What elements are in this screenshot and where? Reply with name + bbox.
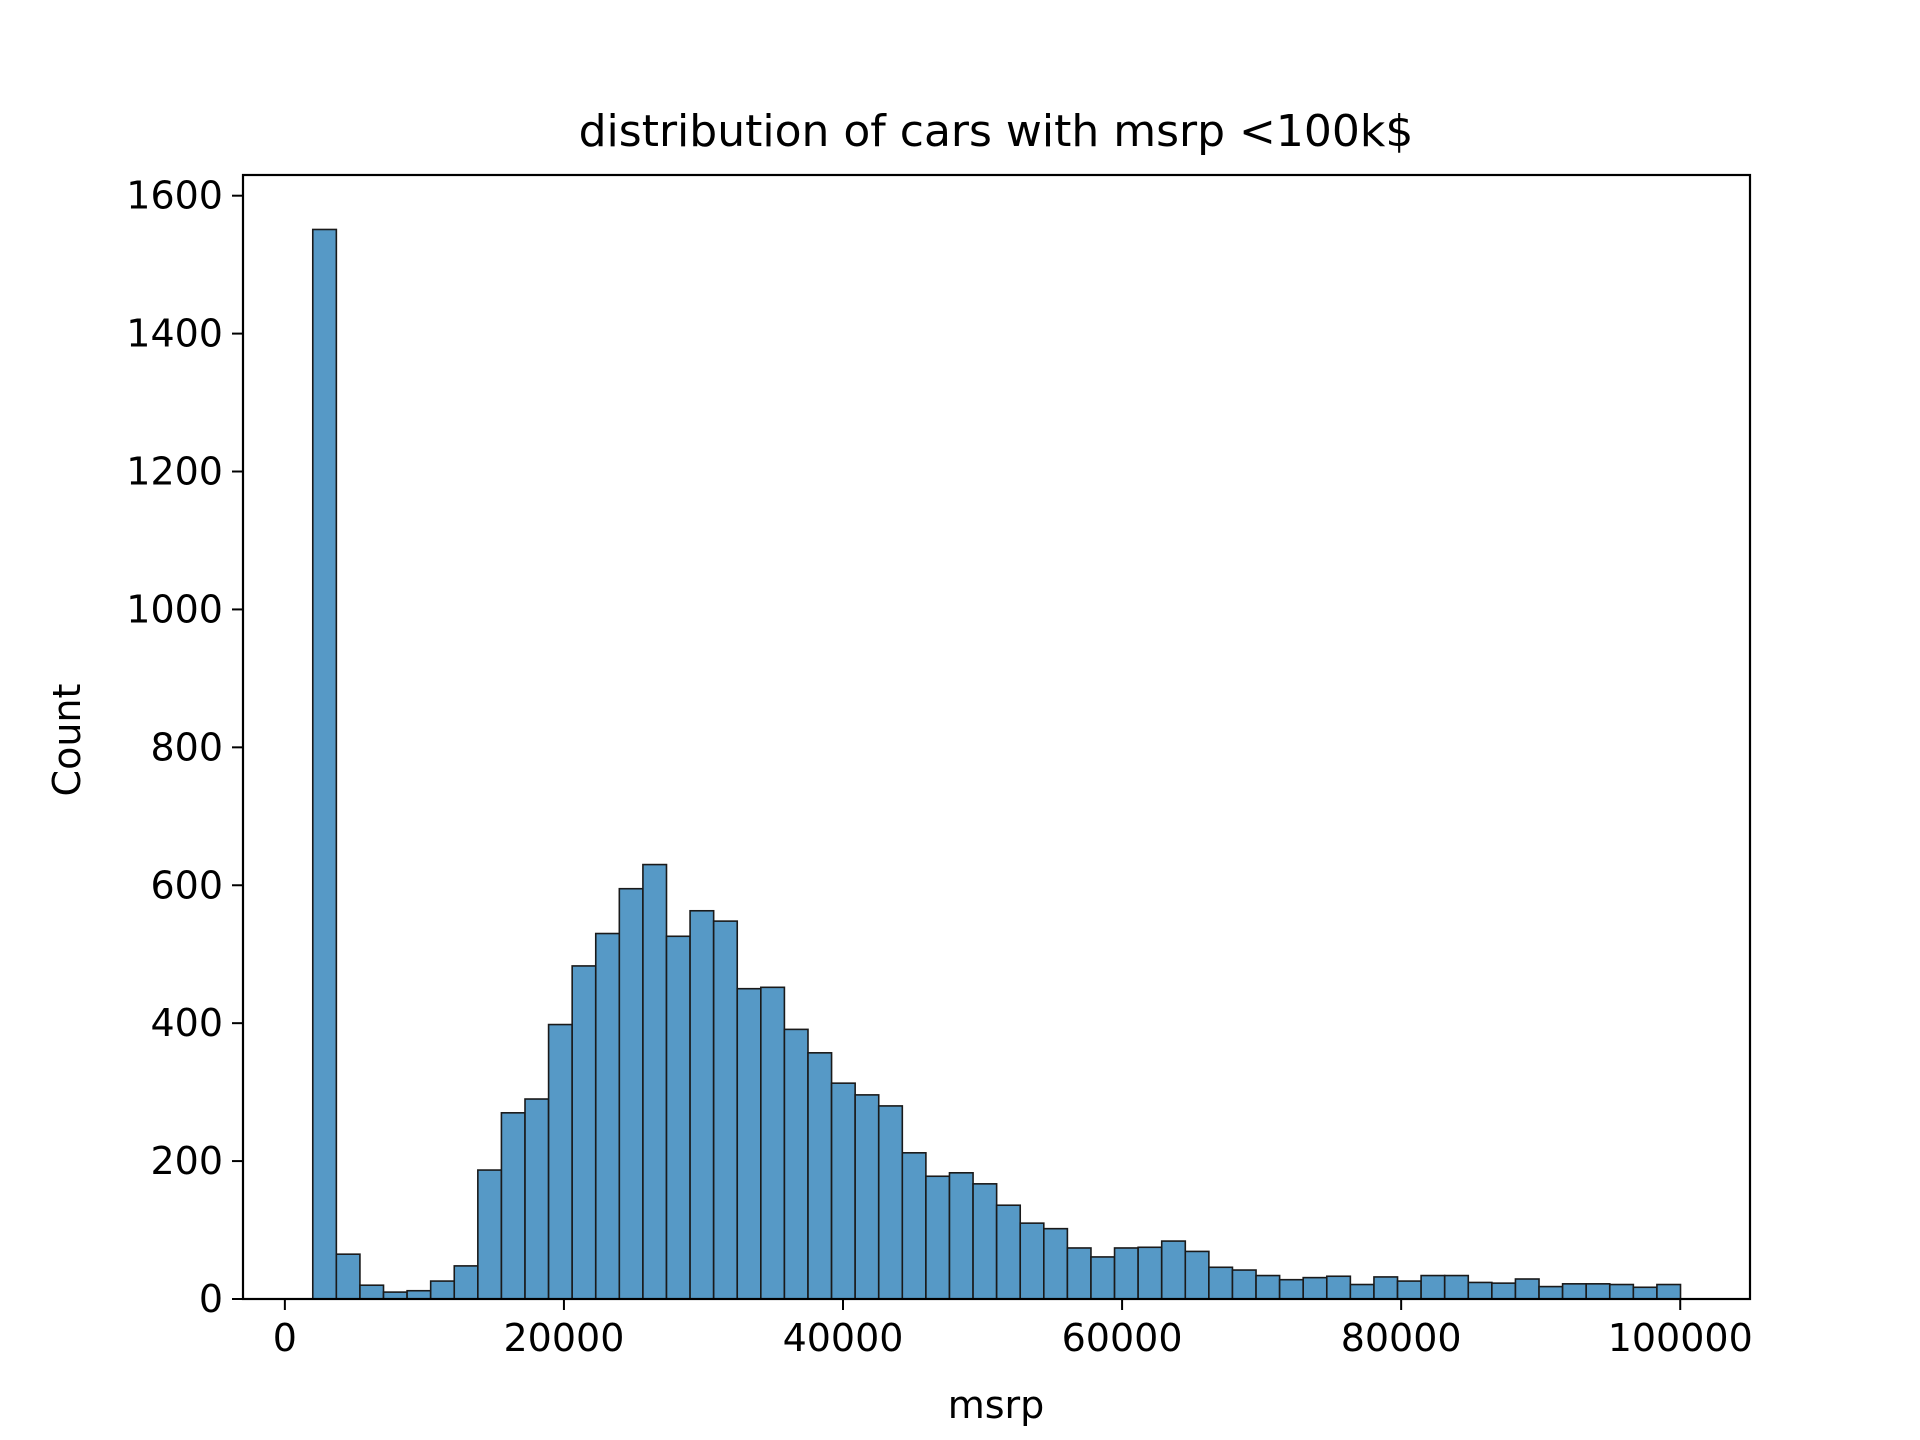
histogram-bar	[1231, 1269, 1257, 1300]
histogram-bar	[1585, 1283, 1611, 1300]
histogram-bar	[335, 1253, 361, 1300]
y-tick-label: 200	[150, 1139, 223, 1183]
histogram-bar	[500, 1112, 526, 1300]
histogram-bar	[547, 1023, 573, 1300]
histogram-bar	[1373, 1276, 1399, 1300]
histogram-bar	[1113, 1247, 1139, 1300]
histogram-bar	[1608, 1283, 1635, 1300]
histogram-bar	[948, 1172, 974, 1300]
histogram-bar	[807, 1052, 833, 1300]
histogram-bar	[1208, 1266, 1234, 1300]
histogram-bar	[618, 887, 644, 1300]
histogram-bar	[783, 1028, 809, 1300]
y-tick-label: 1200	[126, 450, 223, 494]
histogram-bar	[1443, 1274, 1470, 1300]
histogram-bar	[1349, 1283, 1375, 1300]
histogram-bar	[642, 863, 668, 1300]
histogram-bar	[1325, 1275, 1352, 1300]
histogram-bar	[453, 1265, 479, 1300]
x-tick-label: 60000	[1062, 1316, 1183, 1360]
histogram-bar	[1467, 1281, 1493, 1300]
histogram-bar	[689, 909, 715, 1300]
y-tick-label: 1000	[126, 587, 223, 631]
plot-frame	[241, 173, 1752, 1301]
histogram-bar	[830, 1082, 856, 1300]
histogram-bar	[1019, 1222, 1045, 1300]
histogram-bar	[854, 1094, 880, 1300]
y-axis-label: Count	[45, 684, 89, 797]
histogram-bar	[594, 932, 621, 1300]
histogram-bar	[1538, 1285, 1564, 1300]
y-tick-label: 1600	[126, 174, 223, 218]
histogram-bar	[1491, 1282, 1517, 1300]
histogram-bar	[429, 1280, 456, 1300]
histogram-bar	[736, 987, 762, 1300]
histogram-bar	[925, 1175, 951, 1300]
y-tick-label: 800	[150, 725, 223, 769]
histogram-bar	[311, 228, 338, 1300]
histogram-bar	[1137, 1246, 1163, 1300]
histogram-bar	[1043, 1227, 1069, 1300]
x-axis-label: msrp	[948, 1383, 1045, 1427]
x-tick-label: 100000	[1608, 1316, 1753, 1360]
histogram-bar	[1396, 1280, 1422, 1300]
x-tick-label: 20000	[503, 1316, 624, 1360]
histogram-bar	[1184, 1250, 1210, 1300]
axes-layer: 0 20000 40000 60000 80000 100000 0 200 400 600 800…	[126, 174, 1752, 1360]
histogram-bar	[359, 1284, 385, 1300]
histogram-bar	[1656, 1283, 1682, 1300]
histogram-bar	[1302, 1276, 1328, 1300]
histogram-bar	[1420, 1274, 1446, 1300]
histogram-bar	[972, 1183, 998, 1300]
histogram-bar	[901, 1152, 927, 1300]
histogram-bar	[665, 935, 691, 1300]
y-tick-label: 0	[199, 1277, 223, 1321]
histogram-bar	[1090, 1256, 1116, 1300]
y-tick-label: 600	[150, 863, 223, 907]
histogram-bar	[1514, 1278, 1540, 1300]
histogram-bar	[760, 986, 786, 1300]
histogram-bar	[524, 1098, 550, 1300]
histogram-bar	[1561, 1283, 1587, 1300]
y-tick-label: 1400	[126, 312, 223, 356]
histogram-bar	[712, 920, 739, 1300]
histogram-bar	[1066, 1247, 1092, 1300]
histogram-bar	[1632, 1286, 1658, 1300]
histogram-bar	[571, 965, 597, 1300]
x-tick-label: 80000	[1341, 1316, 1462, 1360]
chart-title: distribution of cars with msrp <100k$	[579, 106, 1414, 157]
y-tick-label: 400	[150, 1001, 223, 1045]
histogram-bar	[1160, 1240, 1187, 1300]
histogram-bar	[406, 1289, 432, 1300]
x-tick-label: 40000	[783, 1316, 904, 1360]
x-tick-label: 0	[273, 1316, 297, 1360]
histogram-bar	[1278, 1278, 1305, 1300]
histogram-bar	[1255, 1274, 1281, 1300]
histogram-bar	[477, 1169, 503, 1300]
bars-layer	[311, 228, 1682, 1300]
histogram-bar	[877, 1105, 904, 1300]
histogram-bar	[995, 1204, 1022, 1300]
